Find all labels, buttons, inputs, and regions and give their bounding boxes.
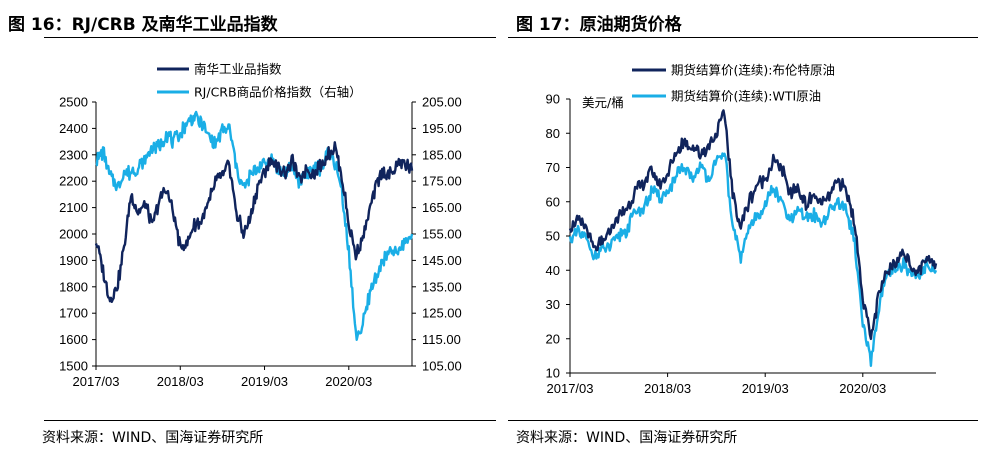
right-source: 资料来源：WIND、国海证券研究所 (516, 430, 738, 446)
right-figure-title: 图 17：原油期货价格 (516, 15, 682, 35)
y-tick-label: 40 (546, 263, 560, 278)
y-tick-label: 30 (546, 297, 560, 312)
left-figure: 图 16：RJ/CRB 及南华工业品指数 1500 1600 1700 1800 190… (8, 15, 496, 446)
y-right-tick-label: 165.00 (422, 200, 462, 215)
x-tick-label: 2019/03 (742, 381, 789, 396)
y-left-tick-label: 1800 (59, 279, 88, 294)
right-chart: 10 20 30 40 50 60 70 80 90 2017/03 2018/03 2019/03 2… (546, 63, 938, 396)
right-source-rule (508, 420, 978, 421)
left-chart: 1500 1600 1700 1800 1900 2000 2100 2200 2300 2400… (59, 62, 462, 390)
x-tick-label: 2017/03 (73, 374, 120, 389)
x-tick-label: 2018/03 (157, 374, 204, 389)
x-tick-label: 2018/03 (644, 381, 691, 396)
series-line-brent (568, 109, 938, 341)
y-left-tick-label: 2300 (59, 147, 88, 162)
right-title-rule (508, 37, 978, 38)
y-left-tick-label: 2000 (59, 227, 88, 242)
x-tick-label: 2017/03 (547, 381, 594, 396)
y-left-tick-label: 1500 (59, 359, 88, 374)
series-line-wti (568, 152, 938, 367)
y-right-tick-label: 195.00 (422, 121, 462, 136)
y-left-tick-label: 1600 (59, 332, 88, 347)
y-left-tick-label: 2400 (59, 121, 88, 136)
y-tick-label: 20 (546, 331, 560, 346)
y-tick-label: 70 (546, 160, 560, 175)
x-tick-label: 2019/03 (241, 374, 288, 389)
y-tick-label: 50 (546, 229, 560, 244)
y-tick-label: 10 (546, 366, 560, 381)
left-source: 资料来源：WIND、国海证券研究所 (42, 430, 264, 446)
y-right-tick-label: 105.00 (422, 359, 462, 374)
y-right-tick-label: 205.00 (422, 95, 462, 110)
legend-label-wti: 期货结算价(连续):WTI原油 (671, 89, 821, 104)
right-figure: 图 17：原油期货价格 10 20 30 40 50 60 70 80 90 2017/03 201… (508, 0, 1000, 473)
y-unit-label: 美元/桶 (582, 95, 624, 110)
left-title-rule (44, 37, 496, 38)
y-right-tick-label: 155.00 (422, 227, 462, 242)
y-tick-label: 90 (546, 92, 560, 107)
y-right-tick-label: 115.00 (422, 332, 461, 347)
y-right-tick-label: 125.00 (422, 306, 462, 321)
series-line-rjcrb (95, 110, 414, 341)
y-tick-label: 80 (546, 126, 560, 141)
series-line-nanhua (94, 141, 414, 303)
left-source-rule (44, 420, 496, 421)
legend-label-rjcrb: RJ/CRB商品价格指数（右轴） (194, 85, 362, 100)
y-left-tick-label: 2100 (59, 200, 88, 215)
legend-label-brent: 期货结算价(连续):布伦特原油 (671, 63, 835, 78)
y-right-tick-label: 135.00 (422, 279, 462, 294)
y-tick-label: 60 (546, 194, 560, 209)
y-left-tick-label: 1900 (59, 253, 88, 268)
left-figure-title: 图 16：RJ/CRB 及南华工业品指数 (8, 15, 278, 35)
y-right-tick-label: 175.00 (422, 174, 462, 189)
legend-label-nanhua: 南华工业品指数 (194, 62, 282, 77)
y-right-tick-label: 185.00 (422, 147, 462, 162)
y-right-tick-label: 145.00 (422, 253, 462, 268)
x-tick-label: 2020/03 (839, 381, 886, 396)
x-tick-label: 2020/03 (325, 374, 372, 389)
y-left-tick-label: 2200 (59, 174, 88, 189)
y-left-tick-label: 2500 (59, 95, 88, 110)
y-left-tick-label: 1700 (59, 306, 88, 321)
